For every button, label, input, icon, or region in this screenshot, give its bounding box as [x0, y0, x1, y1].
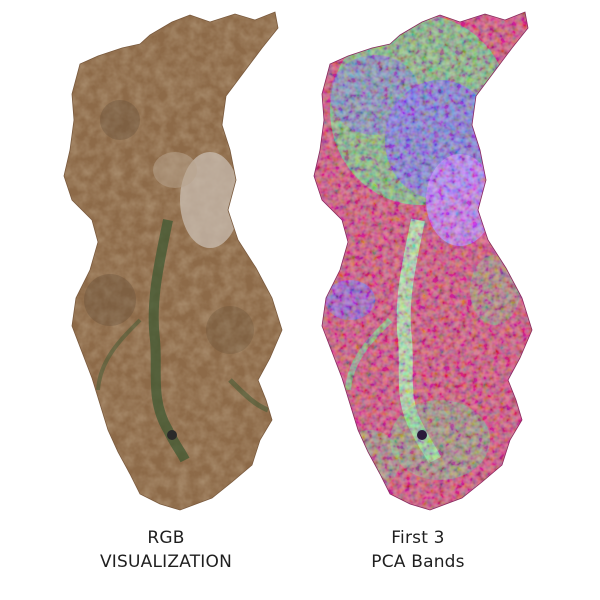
pca-caption-line-1: First 3	[391, 528, 445, 548]
pca-caption-line-2: PCA Bands	[371, 552, 465, 572]
map-figure	[63, 11, 533, 511]
rgb-caption: RGB VISUALIZATION	[56, 526, 276, 574]
pca-map-panel	[313, 11, 533, 511]
rgb-map-panel	[63, 11, 283, 511]
rgb-vegetation-corridor	[148, 219, 190, 463]
pca-reservoir	[417, 430, 427, 440]
pca-caption: First 3 PCA Bands	[308, 526, 528, 574]
rgb-reservoir	[167, 430, 177, 440]
rgb-caption-line-1: RGB	[147, 528, 185, 548]
rgb-caption-line-2: VISUALIZATION	[99, 552, 233, 572]
